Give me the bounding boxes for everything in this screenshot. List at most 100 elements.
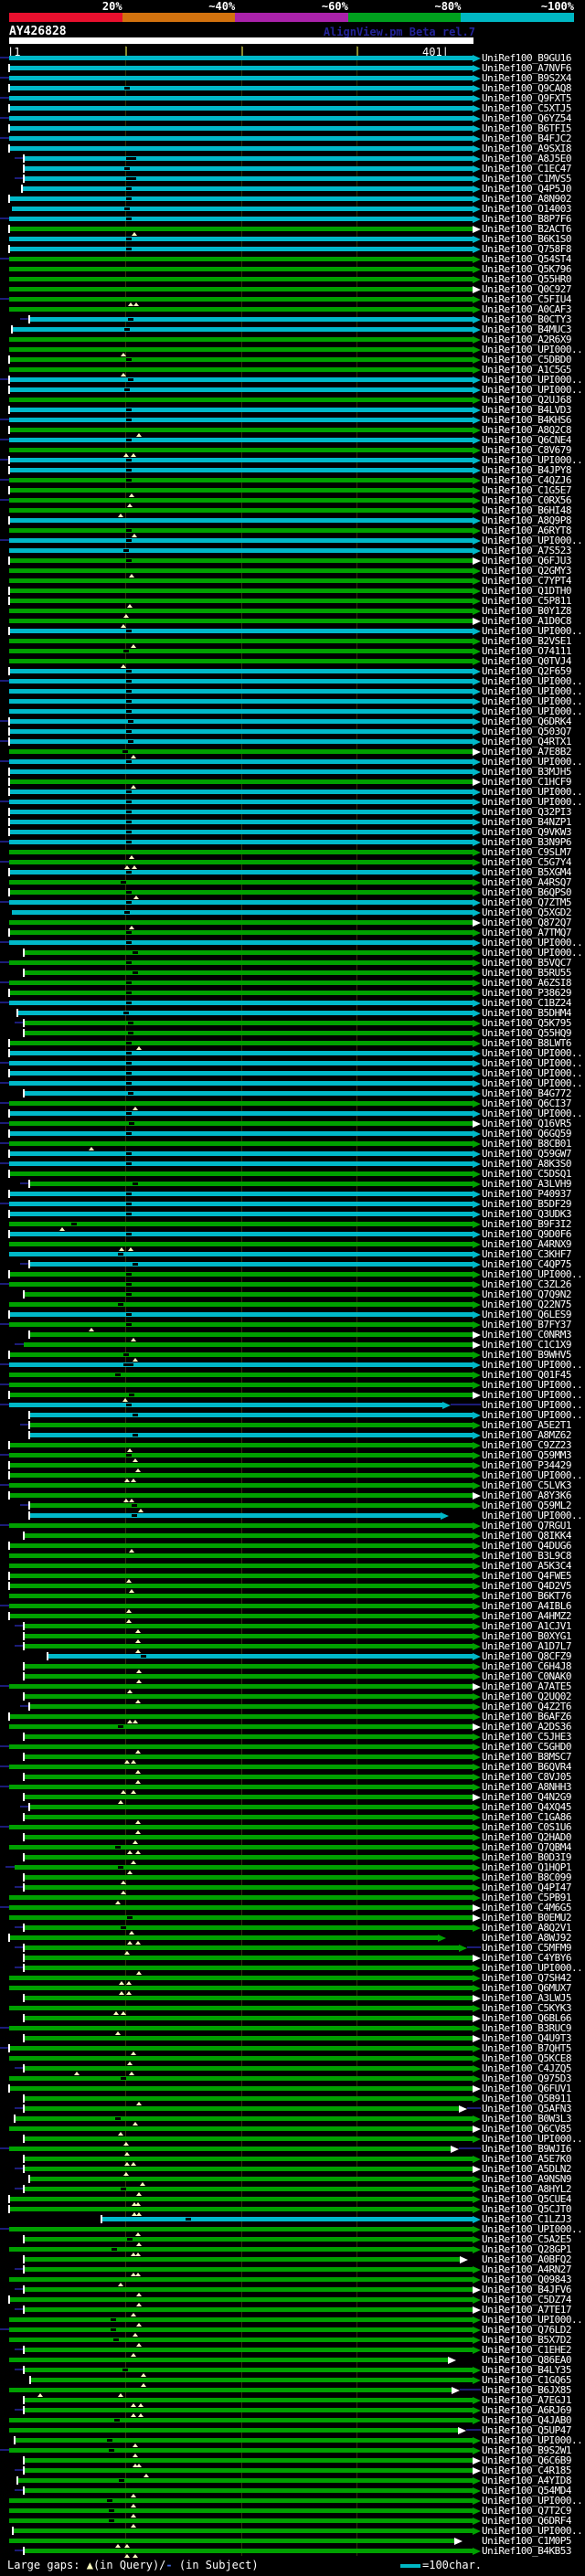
hit-bar[interactable]: [29, 1423, 473, 1427]
hit-bar[interactable]: [9, 377, 473, 382]
hit-bar[interactable]: [9, 307, 473, 312]
hit-bar[interactable]: [9, 800, 473, 804]
hit-bar[interactable]: [9, 1453, 473, 1458]
hit-bar[interactable]: [9, 2197, 473, 2201]
hit-bar[interactable]: [24, 2066, 473, 2071]
hit-bar[interactable]: [9, 1192, 473, 1196]
hit-bar[interactable]: [9, 619, 473, 623]
hit-bar[interactable]: [9, 1543, 473, 1548]
hit-bar[interactable]: [9, 2277, 473, 2282]
hit-bar[interactable]: [9, 568, 473, 573]
hit-bar[interactable]: [9, 136, 473, 141]
hit-bar[interactable]: [9, 1051, 473, 1055]
hit-bar[interactable]: [12, 207, 473, 211]
hit-bar[interactable]: [9, 820, 473, 824]
hit-bar[interactable]: [9, 1976, 473, 1980]
hit-bar[interactable]: [9, 1614, 473, 1618]
hit-bar[interactable]: [9, 1131, 473, 1136]
hit-bar[interactable]: [9, 1081, 473, 1086]
hit-bar[interactable]: [9, 1825, 473, 1829]
hit-bar[interactable]: [9, 1765, 473, 1769]
hit-bar[interactable]: [101, 2217, 473, 2221]
hit-bar[interactable]: [9, 387, 473, 392]
hit-bar[interactable]: [9, 1403, 442, 1407]
hit-bar[interactable]: [9, 2247, 473, 2252]
hit-bar[interactable]: [30, 2378, 473, 2382]
hit-bar[interactable]: [9, 759, 473, 764]
hit-bar[interactable]: [9, 2327, 473, 2332]
hit-bar[interactable]: [9, 1111, 473, 1116]
hit-bar[interactable]: [9, 2388, 452, 2392]
hit-bar[interactable]: [24, 2136, 473, 2141]
hit-bar[interactable]: [9, 106, 473, 111]
hit-bar[interactable]: [9, 1564, 473, 1568]
hit-bar[interactable]: [17, 1011, 473, 1015]
hit-bar[interactable]: [9, 1443, 473, 1447]
hit-bar[interactable]: [24, 1342, 473, 1347]
hit-bar[interactable]: [9, 347, 473, 352]
hit-bar[interactable]: [9, 900, 473, 905]
hit-bar[interactable]: [24, 2398, 473, 2402]
hit-bar[interactable]: [9, 1302, 473, 1307]
hit-bar[interactable]: [9, 538, 473, 543]
hit-bar[interactable]: [9, 1473, 473, 1478]
hit-bar[interactable]: [9, 1141, 473, 1146]
hit-bar[interactable]: [9, 2227, 473, 2231]
hit-bar[interactable]: [9, 629, 473, 633]
hit-bar[interactable]: [9, 1362, 473, 1367]
hit-bar[interactable]: [9, 1041, 473, 1045]
hit-bar[interactable]: [9, 2337, 473, 2342]
hit-bar[interactable]: [17, 2478, 473, 2483]
hit-bar[interactable]: [9, 498, 473, 503]
hit-bar[interactable]: [9, 2147, 451, 2151]
hit-bar[interactable]: [9, 669, 473, 673]
hit-bar[interactable]: [9, 769, 473, 774]
hit-bar[interactable]: [24, 2468, 473, 2473]
hit-bar[interactable]: [24, 2408, 473, 2412]
hit-bar[interactable]: [9, 1222, 473, 1226]
hit-bar[interactable]: [9, 146, 473, 151]
hit-bar[interactable]: [48, 1654, 473, 1659]
hit-bar[interactable]: [9, 1493, 473, 1498]
hit-bar[interactable]: [24, 1674, 473, 1679]
hit-bar[interactable]: [9, 1523, 473, 1528]
hit-bar[interactable]: [9, 920, 473, 925]
hit-bar[interactable]: [22, 186, 473, 191]
hit-bar[interactable]: [29, 1433, 473, 1437]
hit-bar[interactable]: [24, 1945, 458, 1950]
hit-bar[interactable]: [12, 910, 473, 915]
hit-bar[interactable]: [9, 116, 473, 121]
hit-bar[interactable]: [24, 1775, 473, 1779]
hit-bar[interactable]: [9, 1584, 473, 1588]
hit-bar[interactable]: [9, 398, 473, 402]
hit-bar[interactable]: [15, 2438, 473, 2443]
hit-bar[interactable]: [9, 508, 473, 513]
hit-bar[interactable]: [9, 860, 473, 864]
hit-bar[interactable]: [9, 699, 473, 704]
hit-bar[interactable]: [9, 2518, 473, 2523]
hit-bar[interactable]: [9, 599, 473, 603]
hit-bar[interactable]: [9, 1071, 473, 1076]
hit-bar[interactable]: [9, 880, 473, 885]
hit-bar[interactable]: [9, 2086, 473, 2091]
hit-bar[interactable]: [9, 558, 473, 563]
hit-bar[interactable]: [9, 418, 473, 422]
hit-bar[interactable]: [29, 1332, 473, 1337]
hit-bar[interactable]: [29, 1413, 473, 1417]
hit-bar[interactable]: [9, 277, 473, 281]
hit-bar[interactable]: [9, 850, 473, 854]
hit-bar[interactable]: [24, 2368, 473, 2372]
hit-bar[interactable]: [9, 1393, 473, 1397]
hit-bar[interactable]: [29, 317, 473, 322]
hit-bar[interactable]: [9, 649, 473, 653]
hit-bar[interactable]: [9, 2358, 448, 2362]
hit-bar[interactable]: [24, 1533, 473, 1538]
hit-bar[interactable]: [9, 2498, 473, 2503]
hit-bar[interactable]: [24, 156, 473, 161]
hit-bar[interactable]: [24, 1925, 473, 1930]
hit-bar[interactable]: [9, 779, 473, 784]
hit-bar[interactable]: [24, 1664, 473, 1669]
hit-bar[interactable]: [24, 950, 473, 955]
hit-bar[interactable]: [24, 1815, 473, 1819]
hit-bar[interactable]: [9, 126, 473, 131]
